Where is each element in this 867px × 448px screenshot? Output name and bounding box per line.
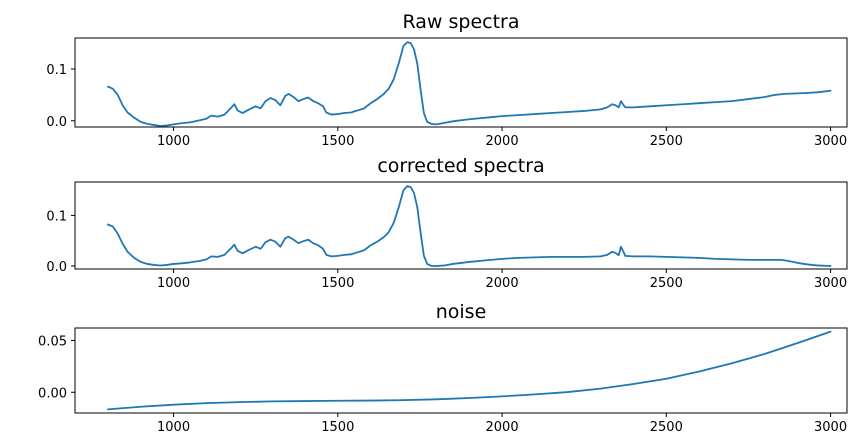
x-tick-label: 2500 (650, 420, 683, 435)
series-line (106, 185, 832, 267)
x-tick-label: 2000 (486, 420, 519, 435)
x-tick-label: 3000 (814, 276, 847, 291)
y-tick-label: 0.0 (46, 115, 67, 130)
subplot-3: noise 1000 1500 2000 2500 3000 0.00 0.05 (38, 301, 848, 435)
plot-frame (74, 181, 848, 270)
x-tick-label: 1500 (321, 420, 354, 435)
x-tick-label: 1500 (321, 276, 354, 291)
series-line (106, 41, 832, 127)
y-tick-label: 0.1 (46, 63, 67, 78)
y-tick-label: 0.00 (38, 386, 67, 401)
x-tick-label: 1000 (157, 276, 190, 291)
x-tick-label: 2500 (650, 276, 683, 291)
x-tick-label: 1000 (157, 134, 190, 149)
subplot-title: noise (436, 301, 487, 323)
x-tick-label: 3000 (814, 134, 847, 149)
subplot-2: corrected spectra 1000 1500 2000 2500 3000 0.0… (46, 155, 848, 291)
x-tick-label: 2000 (486, 276, 519, 291)
y-tick-label: 0.0 (46, 260, 67, 275)
y-tick-label: 0.1 (46, 209, 67, 224)
subplot-1: Raw spectra 1000 1500 2000 2500 3000 0.0 0.1 (46, 11, 848, 149)
plot-frame (74, 37, 848, 128)
x-tick-label: 2500 (650, 134, 683, 149)
plot-frame (74, 327, 848, 414)
x-tick-label: 2000 (486, 134, 519, 149)
x-tick-label: 3000 (814, 420, 847, 435)
x-tick-label: 1500 (321, 134, 354, 149)
series-line (106, 330, 832, 411)
y-tick-label: 0.05 (38, 334, 67, 349)
subplot-title: Raw spectra (402, 11, 519, 33)
subplot-title: corrected spectra (377, 155, 544, 177)
x-tick-label: 1000 (157, 420, 190, 435)
